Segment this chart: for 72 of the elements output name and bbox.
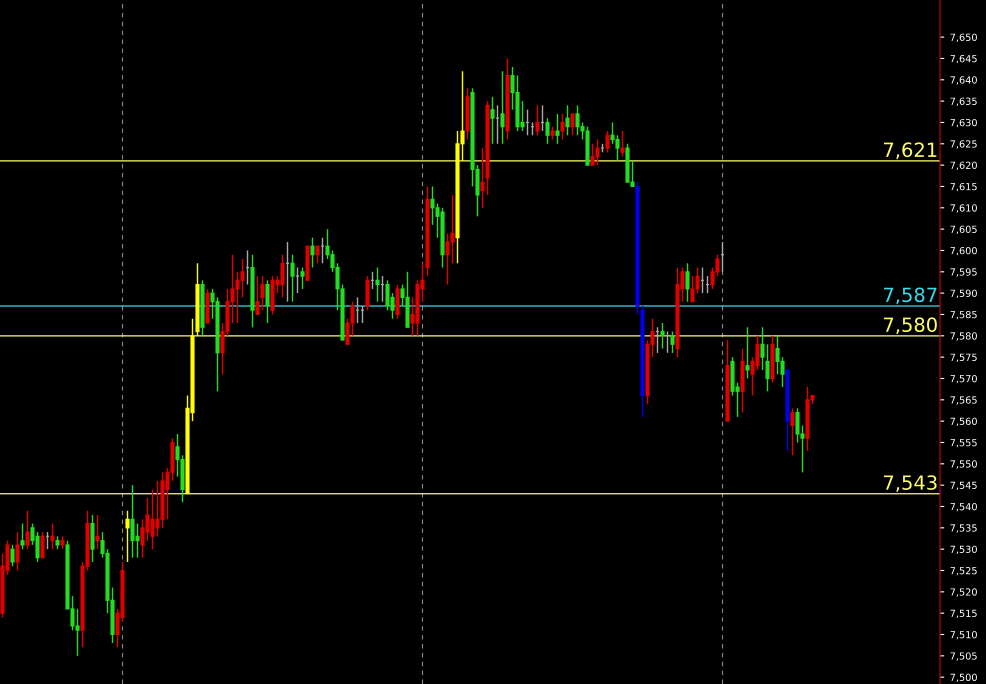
candlestick — [40, 531, 45, 558]
candlestick — [605, 130, 610, 154]
y-tick-label: 7,600 — [950, 246, 977, 256]
candlestick — [265, 280, 270, 324]
candlestick — [500, 70, 505, 144]
y-tick-label: 7,520 — [950, 588, 977, 597]
y-tick-label: 7,550 — [950, 460, 977, 469]
y-tick-label: 7,610 — [950, 204, 977, 213]
candlestick — [10, 544, 15, 567]
candlestick — [290, 254, 295, 302]
candlestick — [310, 236, 315, 268]
ref-line-label: 7,621 — [884, 142, 936, 160]
candlestick — [300, 266, 305, 290]
candlestick — [660, 322, 665, 350]
y-tick-label: 7,560 — [950, 418, 977, 426]
y-tick-label: 7,525 — [950, 566, 977, 576]
y-tick-label: 7,640 — [950, 76, 977, 85]
y-tick-label: 7,565 — [950, 396, 977, 405]
y-tick-label: 7,540 — [950, 502, 977, 512]
ref-line-label: 7,587 — [884, 287, 936, 304]
candlestick — [760, 326, 765, 371]
y-tick-label: 7,580 — [950, 332, 977, 341]
candlestick — [125, 510, 130, 563]
candlestick — [480, 147, 485, 208]
candlestick — [490, 96, 495, 144]
candlestick — [55, 536, 60, 550]
y-tick-label: 7,555 — [950, 439, 977, 448]
y-tick-label: 7,530 — [950, 546, 977, 554]
y-tick-label: 7,500 — [950, 674, 977, 682]
y-tick-label: 7,575 — [950, 354, 977, 362]
candlestick — [565, 104, 570, 136]
candlestick — [255, 275, 260, 316]
y-tick-label: 7,645 — [950, 54, 977, 64]
candlestick — [670, 330, 675, 354]
candlestick — [375, 266, 380, 302]
candlestick — [620, 130, 625, 158]
y-tick-label: 7,615 — [950, 182, 977, 192]
candlestick — [20, 522, 25, 550]
y-tick-label: 7,515 — [950, 610, 977, 618]
candlestick — [50, 522, 55, 550]
y-tick-label: 7,585 — [950, 310, 977, 320]
candlestick — [570, 113, 575, 136]
candlestick — [545, 118, 550, 144]
y-tick-label: 7,625 — [950, 140, 977, 149]
y-tick-label: 7,570 — [950, 374, 977, 384]
y-tick-label: 7,535 — [950, 524, 977, 533]
y-tick-label: 7,605 — [950, 226, 977, 234]
ref-line-label: 7,543 — [884, 475, 937, 492]
y-tick-label: 7,650 — [950, 34, 977, 42]
y-tick-label: 7,635 — [950, 98, 977, 106]
candlestick — [685, 262, 690, 302]
candlestick — [535, 104, 540, 136]
y-tick-label: 7,510 — [950, 630, 977, 640]
candlestick — [60, 536, 65, 550]
candlestick — [260, 275, 265, 311]
candlestick — [790, 408, 795, 456]
candlestick — [550, 126, 555, 140]
candlestick — [745, 326, 750, 380]
y-tick-label: 7,620 — [950, 162, 977, 170]
y-tick-label: 7,630 — [950, 118, 977, 128]
y-tick-label: 7,505 — [950, 652, 977, 661]
candlestick — [95, 514, 100, 550]
candlestick — [560, 113, 565, 140]
y-tick-label: 7,590 — [950, 290, 977, 298]
ref-line-label: 7,580 — [884, 317, 937, 334]
candlestick — [315, 246, 320, 264]
candlestick — [765, 344, 770, 392]
y-tick-label: 7,545 — [950, 482, 977, 490]
candlestick — [15, 531, 20, 572]
y-tick-label: 7,595 — [950, 268, 977, 277]
candlestick — [555, 113, 560, 144]
candlestick — [25, 510, 30, 550]
